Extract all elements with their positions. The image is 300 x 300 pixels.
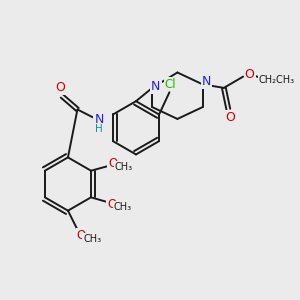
- Text: N: N: [202, 76, 211, 88]
- Text: O: O: [108, 158, 117, 170]
- Text: O: O: [225, 111, 235, 124]
- Text: CH₃: CH₃: [83, 234, 101, 244]
- Text: CH₂CH₃: CH₂CH₃: [259, 75, 295, 85]
- Text: O: O: [76, 229, 86, 242]
- Text: O: O: [107, 198, 116, 211]
- Text: H: H: [95, 124, 103, 134]
- Text: CH₃: CH₃: [115, 162, 133, 172]
- Text: N: N: [94, 113, 104, 126]
- Text: O: O: [55, 81, 65, 94]
- Text: O: O: [245, 68, 254, 81]
- Text: CH₃: CH₃: [114, 202, 132, 212]
- Text: N: N: [151, 80, 160, 93]
- Text: Cl: Cl: [165, 77, 176, 91]
